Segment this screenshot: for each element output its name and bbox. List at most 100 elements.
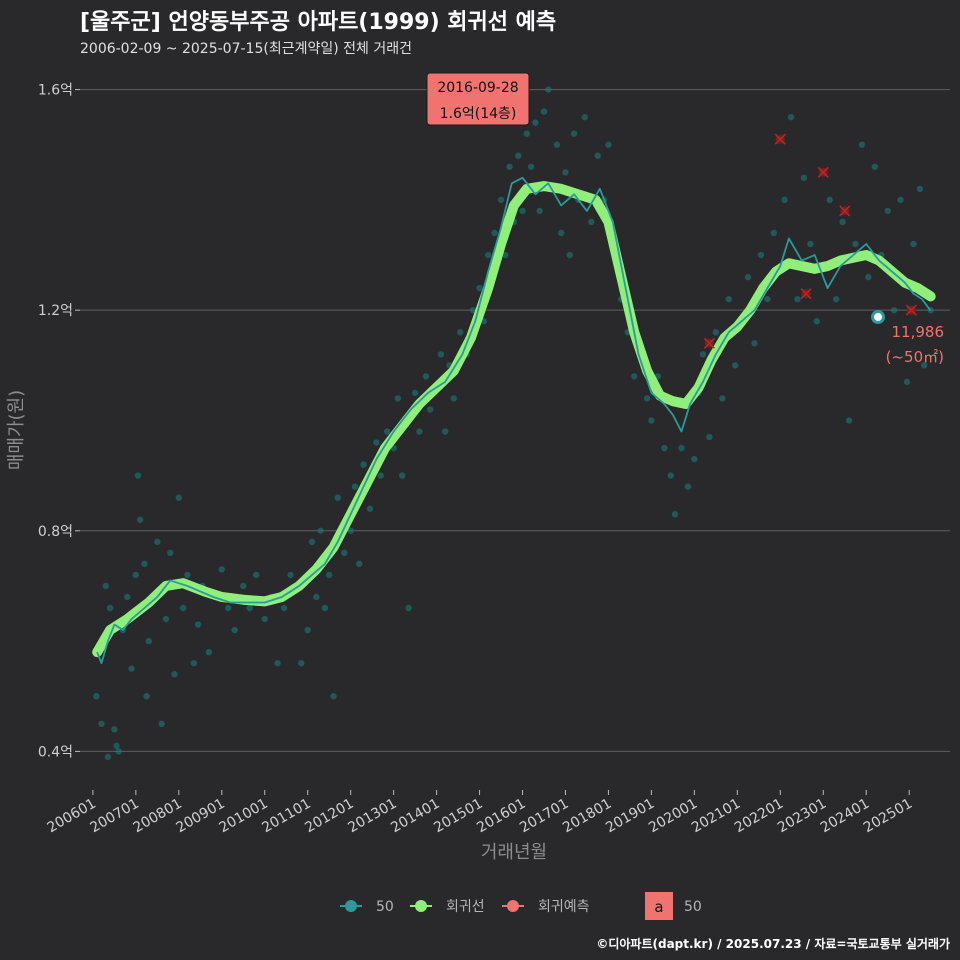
max-annotation: 2016-09-28 1.6억(14층) bbox=[426, 72, 530, 126]
x-tick-label: 201601 bbox=[474, 796, 528, 837]
x-tick-label: 202301 bbox=[775, 796, 829, 837]
transaction-point bbox=[143, 693, 150, 700]
transaction-point bbox=[184, 571, 191, 579]
legend-box-letter: a bbox=[654, 898, 663, 916]
x-tick-label: 201501 bbox=[431, 796, 485, 837]
transaction-point bbox=[145, 637, 152, 645]
transaction-point bbox=[330, 693, 337, 700]
transaction-point bbox=[566, 251, 573, 259]
transaction-point bbox=[194, 621, 202, 628]
transaction-point bbox=[648, 417, 655, 424]
transaction-point bbox=[667, 472, 674, 479]
transaction-point bbox=[832, 295, 840, 303]
transaction-point bbox=[770, 229, 778, 237]
transaction-point bbox=[437, 351, 445, 358]
transaction-point bbox=[308, 538, 316, 546]
x-tick-label: 202001 bbox=[646, 796, 700, 837]
x-tick-label: 200801 bbox=[131, 796, 185, 837]
transaction-point bbox=[132, 571, 140, 579]
y-axis-title: 매매가(원) bbox=[6, 390, 27, 470]
transaction-point bbox=[536, 207, 543, 215]
transaction-point bbox=[136, 516, 144, 523]
transaction-point bbox=[373, 439, 380, 446]
transaction-point bbox=[852, 240, 859, 248]
transaction-point bbox=[422, 373, 430, 380]
transaction-point bbox=[162, 615, 170, 623]
legend-label-moving-average: 50 bbox=[376, 899, 394, 915]
transaction-point bbox=[643, 395, 651, 402]
transaction-point bbox=[545, 86, 552, 93]
transaction-point bbox=[457, 329, 464, 336]
transaction-point bbox=[787, 113, 795, 121]
transaction-point bbox=[141, 560, 148, 568]
transaction-point bbox=[903, 378, 911, 386]
transaction-point bbox=[274, 659, 281, 667]
transaction-point bbox=[167, 549, 174, 557]
x-tick-label: 202401 bbox=[818, 796, 872, 837]
transaction-point bbox=[218, 566, 225, 573]
transaction-point bbox=[553, 141, 561, 148]
transaction-point bbox=[712, 329, 720, 336]
x-tick-label: 201401 bbox=[388, 796, 442, 837]
transaction-point bbox=[845, 417, 853, 424]
transaction-point bbox=[313, 593, 320, 601]
transaction-point bbox=[317, 527, 324, 534]
x-tick-label: 201701 bbox=[517, 796, 571, 837]
legend-label-regression: 회귀선 bbox=[446, 899, 485, 915]
transaction-point bbox=[334, 494, 341, 501]
transaction-point bbox=[497, 196, 505, 204]
transaction-point bbox=[394, 395, 402, 402]
transaction-point bbox=[93, 693, 100, 700]
transaction-point bbox=[744, 273, 752, 281]
transaction-point bbox=[298, 659, 305, 667]
transaction-point bbox=[515, 152, 522, 159]
transaction-point bbox=[719, 395, 726, 402]
moving-average-line bbox=[96, 176, 932, 665]
end-area-label: (~50㎡) bbox=[886, 348, 944, 366]
transaction-point bbox=[240, 582, 247, 590]
transaction-point bbox=[731, 362, 739, 369]
transaction-point bbox=[502, 251, 509, 259]
transaction-point bbox=[581, 113, 589, 121]
transaction-point bbox=[287, 571, 294, 579]
transaction-point bbox=[527, 163, 535, 170]
transaction-point bbox=[588, 218, 595, 226]
transaction-point bbox=[190, 659, 198, 667]
transaction-point bbox=[205, 648, 213, 656]
transaction-point bbox=[671, 511, 679, 518]
transaction-point bbox=[175, 494, 183, 501]
transaction-point bbox=[921, 362, 928, 369]
transaction-point bbox=[399, 472, 406, 479]
transaction-point bbox=[128, 665, 135, 672]
x-tick-label: 201301 bbox=[345, 796, 399, 837]
transaction-point bbox=[491, 229, 498, 237]
x-tick-label: 200701 bbox=[88, 796, 142, 837]
legend-item-moving-average: 50 bbox=[340, 899, 394, 915]
x-tick-label: 201201 bbox=[302, 796, 356, 837]
y-tick-label: 1.6억 bbox=[38, 83, 73, 99]
transaction-point bbox=[405, 604, 412, 612]
y-tick-label: 0.4억 bbox=[38, 744, 73, 760]
transaction-point bbox=[781, 196, 788, 204]
end-value-label: 11,986 bbox=[892, 323, 945, 341]
annotation-value: 1.6억(14층) bbox=[440, 106, 517, 122]
legend-item-forecast: 회귀예측 bbox=[502, 899, 590, 915]
transaction-point bbox=[377, 472, 384, 479]
transaction-point bbox=[751, 340, 758, 347]
transaction-point bbox=[884, 207, 891, 215]
legend-label-annotation: 50 bbox=[684, 899, 702, 915]
scatter-layer bbox=[93, 86, 934, 761]
y-tick-label: 0.8억 bbox=[38, 524, 73, 540]
transaction-point bbox=[383, 428, 391, 435]
y-axis: 0.4억 0.8억 1.2억 1.6억 bbox=[38, 83, 80, 760]
transaction-point bbox=[115, 748, 122, 755]
forecast-cross bbox=[703, 337, 715, 349]
transaction-point bbox=[826, 196, 833, 204]
transaction-point bbox=[102, 582, 109, 590]
transaction-point bbox=[106, 604, 114, 612]
chart-title: [울주군] 언양동부주공 아파트(1999) 회귀선 예측 bbox=[80, 10, 557, 35]
annotation-date: 2016-09-28 bbox=[437, 80, 518, 96]
transaction-point bbox=[366, 505, 374, 512]
y-tick-label: 1.2억 bbox=[38, 303, 73, 319]
